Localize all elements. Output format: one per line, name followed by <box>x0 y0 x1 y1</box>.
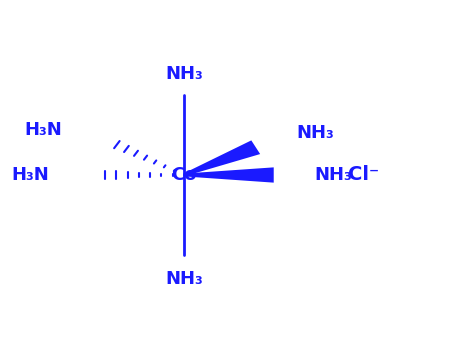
Text: H₃N: H₃N <box>25 121 62 139</box>
Text: Cl⁻: Cl⁻ <box>348 166 379 184</box>
Text: NH₃: NH₃ <box>296 124 334 142</box>
Text: Co: Co <box>171 166 197 184</box>
Text: NH₃: NH₃ <box>165 270 202 288</box>
Text: NH₃: NH₃ <box>314 166 352 184</box>
Text: H₃N: H₃N <box>11 166 49 184</box>
Polygon shape <box>183 140 260 176</box>
Polygon shape <box>184 167 274 183</box>
Text: NH₃: NH₃ <box>165 65 202 83</box>
